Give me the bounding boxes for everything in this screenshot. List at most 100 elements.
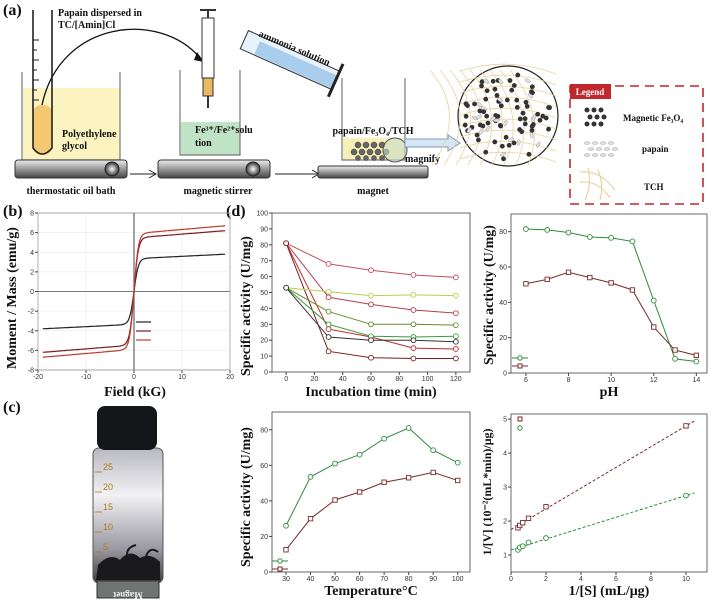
fe3o4-particle: [495, 113, 501, 119]
data-point: [332, 460, 338, 467]
fe3o4-particle: [526, 151, 532, 157]
data-point: [629, 238, 636, 245]
test-tube: [32, 10, 53, 155]
x-tick-label: 90: [429, 576, 437, 583]
data-point: [565, 229, 572, 236]
x-tick-label: 80: [395, 376, 403, 383]
bath-liquid-label-line2: glycol: [62, 141, 87, 152]
magnetic-particles: [350, 141, 390, 161]
x-tick-label: 10: [682, 576, 690, 583]
fe-solution-label-line1: Fe³⁺/Fe²⁺solu: [195, 125, 253, 136]
fe3o4-particle: [530, 122, 536, 127]
data-point: [356, 451, 363, 458]
fe3o4-particle: [477, 108, 483, 114]
y-tick-label: 0: [30, 289, 34, 296]
x-tick-label: 6: [614, 576, 618, 583]
data-point: [543, 535, 549, 541]
data-point: [543, 504, 549, 510]
y-tick-label: 1: [503, 553, 507, 560]
step3-label: magnet: [357, 186, 389, 197]
data-point: [410, 321, 417, 328]
y-tick-label: 60: [260, 463, 268, 470]
y-axis-title-temperature: Specific activity (U/mg): [239, 427, 254, 567]
fe3o4-particle: [511, 140, 517, 146]
plot-frame: [271, 411, 471, 573]
y-axis-title-ph: Specific activity (U/mg): [482, 225, 497, 365]
papain-particle: [475, 114, 482, 119]
data-point: [325, 261, 332, 267]
scale-label: 10: [103, 522, 113, 532]
data-point: [368, 292, 374, 299]
legend-marker: [517, 416, 523, 422]
fe3o4-particle: [494, 93, 500, 98]
data-point: [608, 280, 614, 286]
fe3o4-particle: [515, 72, 521, 78]
panel-label-b: (b): [3, 203, 23, 220]
panel-label-c: (c): [3, 399, 21, 416]
tch-fiber: [459, 63, 557, 75]
y-tick-label: 10: [260, 354, 268, 361]
y-tick-label: 70: [260, 258, 268, 265]
data-point: [283, 547, 289, 553]
fe3o4-particle: [507, 78, 513, 83]
panel-label-d: (d): [226, 203, 246, 220]
data-point: [629, 287, 636, 293]
x-tick-label: -20: [33, 374, 43, 381]
x-tick-label: 4: [579, 576, 583, 583]
data-point: [368, 337, 374, 344]
y-tick-label: 40: [260, 498, 268, 505]
graduated-cylinder: [239, 29, 345, 98]
fe3o4-particle: [506, 142, 512, 148]
y-tick-label: 8: [30, 211, 34, 218]
x-tick-label: 50: [331, 576, 339, 583]
magnet-block: [96, 580, 160, 599]
data-point: [325, 348, 332, 355]
x-axis-title-incubation: Incubation time (min): [305, 385, 437, 400]
arrow-icon: [275, 169, 321, 179]
x-axis-title-magnetization: Field (kG): [104, 385, 166, 400]
fe3o4-particle: [490, 78, 496, 84]
papain-particle: [527, 93, 534, 99]
y-tick-label: 60: [499, 265, 507, 272]
tch-fiber: [459, 151, 557, 163]
y-tick-label: 4: [30, 250, 34, 257]
fe3o4-particle: [514, 97, 520, 103]
data-point: [325, 294, 332, 301]
x-tick-label: 100: [452, 576, 464, 583]
fe3o4-particle: [522, 121, 528, 127]
product-label: papain/Fe₃O₄/TCH: [332, 126, 413, 137]
fe3o4-particle: [535, 111, 541, 117]
plot-frame: [510, 413, 708, 573]
tch-fiber: [449, 69, 472, 166]
vial-cap: [97, 406, 157, 450]
fe3o4-particle: [517, 116, 523, 122]
y-tick-label: 3: [503, 485, 507, 492]
fe3o4-particle: [501, 156, 506, 162]
papain-particle: [493, 118, 500, 123]
tch-fiber: [459, 140, 557, 152]
y-tick-label: -4: [28, 328, 34, 335]
fe3o4-particle: [463, 113, 469, 119]
tch-fiber: [429, 69, 450, 166]
data-point: [405, 425, 412, 431]
tch-fiber: [479, 69, 503, 166]
data-point: [586, 234, 593, 240]
data-point: [453, 292, 459, 299]
tch-mesh-icon: [579, 167, 616, 201]
fe3o4-particle: [498, 103, 504, 109]
data-point: [453, 274, 459, 281]
papain-particle: [478, 128, 484, 135]
legend-marker: [517, 355, 523, 361]
data-point: [430, 469, 436, 476]
data-point: [650, 297, 657, 304]
x-axis-title-ph: pH: [600, 385, 619, 400]
papain-particle: [508, 137, 514, 143]
fe3o4-particle: [517, 127, 523, 132]
x-tick-label: 6: [524, 377, 528, 384]
y-tick-label: 100: [256, 211, 268, 218]
fe3o4-particle: [485, 120, 491, 126]
data-point: [453, 333, 459, 340]
fe3o4-particle: [484, 113, 490, 119]
